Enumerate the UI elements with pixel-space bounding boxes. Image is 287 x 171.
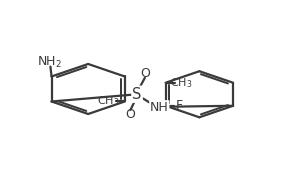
Text: NH$_2$: NH$_2$ <box>37 55 62 70</box>
Text: O: O <box>140 67 150 80</box>
Text: O: O <box>125 108 135 121</box>
Text: F: F <box>175 99 183 112</box>
Text: CH$_3$: CH$_3$ <box>170 76 193 90</box>
Text: NH: NH <box>150 101 169 114</box>
Text: CH$_3$: CH$_3$ <box>97 95 120 108</box>
Text: S: S <box>132 87 142 102</box>
